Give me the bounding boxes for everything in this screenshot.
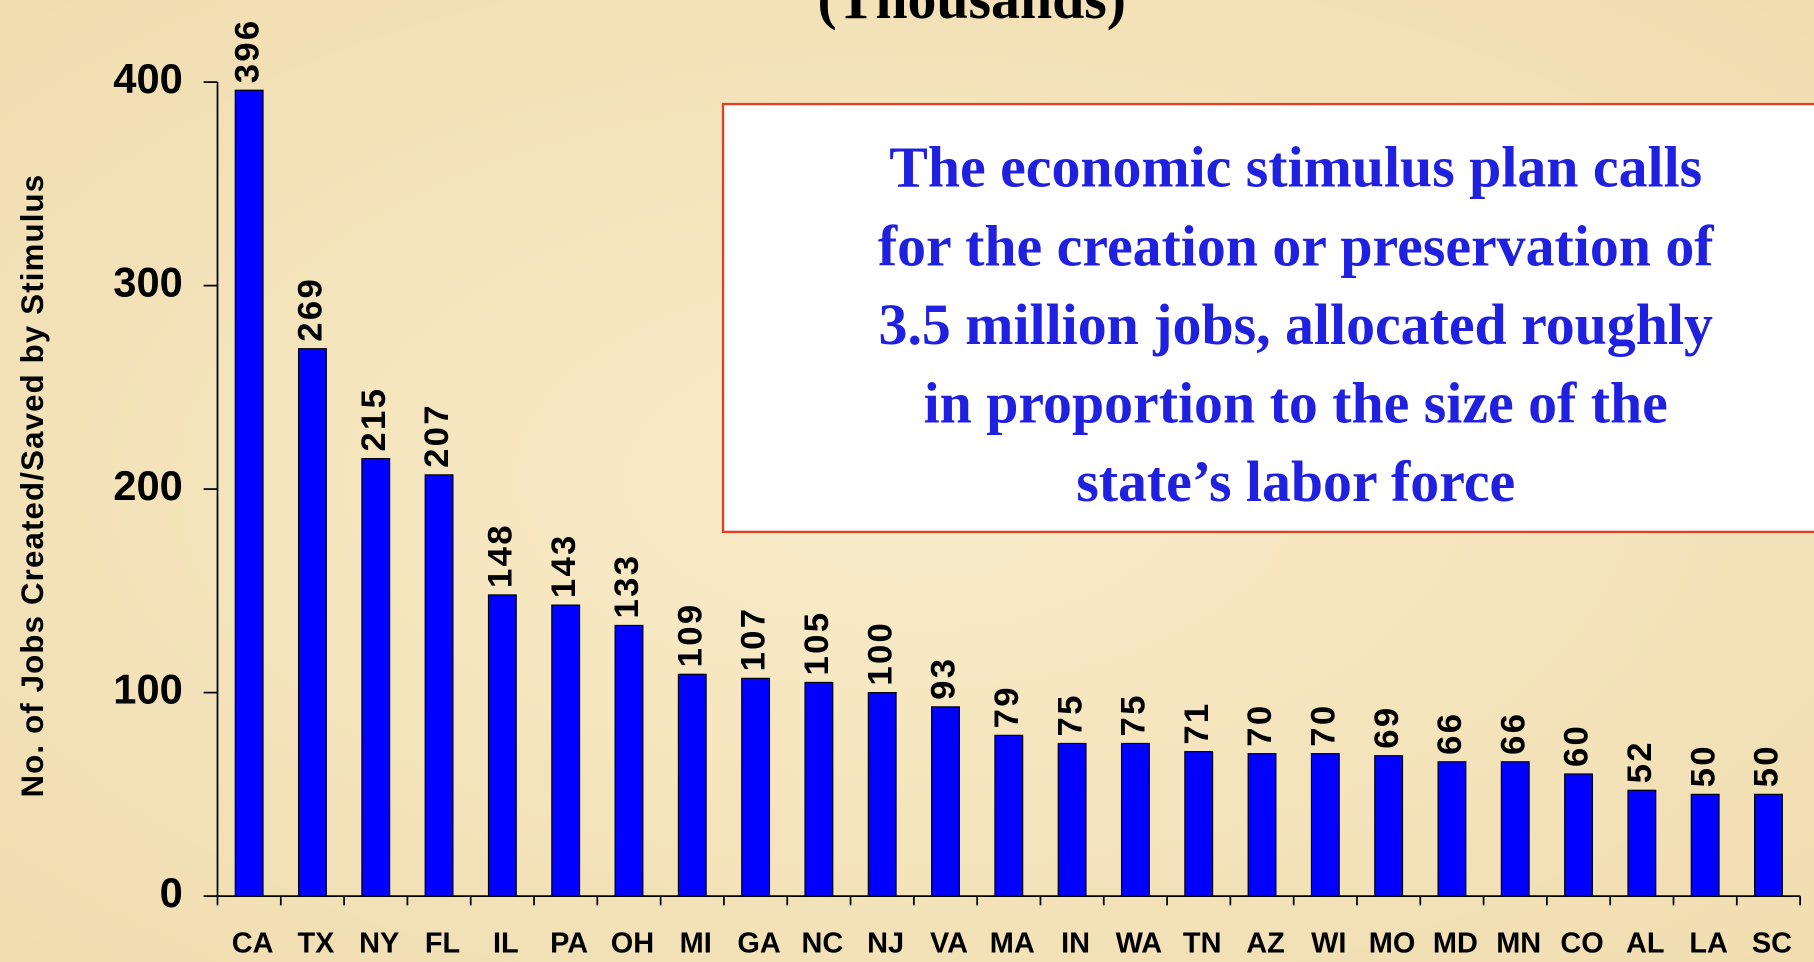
x-tick-label: TX — [297, 927, 335, 959]
bar — [424, 474, 454, 897]
value-label: 66 — [1431, 712, 1469, 755]
bar — [1500, 761, 1530, 897]
x-tick-label: SC — [1752, 927, 1792, 959]
bar — [994, 734, 1024, 897]
value-label: 100 — [861, 621, 899, 686]
bar — [1310, 753, 1340, 897]
bar — [1690, 793, 1720, 897]
annotation-line: in proportion to the size of the — [924, 371, 1668, 436]
bar — [1184, 751, 1214, 897]
bar — [487, 594, 517, 897]
bar — [741, 677, 771, 897]
y-tick-label: 300 — [113, 259, 182, 306]
x-tick-label: NC — [801, 927, 843, 959]
value-label: 75 — [1115, 693, 1153, 736]
x-tick-label: MD — [1433, 927, 1478, 959]
value-label: 148 — [482, 523, 520, 588]
x-tick-label: CA — [232, 927, 274, 959]
x-tick-label: CO — [1560, 927, 1603, 959]
value-label: 107 — [735, 607, 773, 672]
bar — [867, 692, 897, 897]
bar — [1754, 793, 1783, 897]
x-tick-label: LA — [1689, 927, 1728, 959]
x-tick-label: OH — [611, 927, 654, 959]
value-label: 269 — [292, 277, 330, 342]
value-label: 109 — [671, 603, 709, 668]
x-tick-label: AZ — [1246, 927, 1285, 959]
bar — [1437, 761, 1467, 897]
bar — [1564, 773, 1594, 897]
y-tick-label: 400 — [113, 55, 182, 102]
bar — [1057, 742, 1087, 897]
annotation-line: 3.5 million jobs, allocated roughly — [879, 292, 1713, 357]
value-label: 207 — [418, 403, 456, 468]
x-tick-label: FL — [425, 927, 460, 959]
bar — [551, 604, 581, 897]
x-tick-label: IL — [493, 927, 519, 959]
value-label: 79 — [988, 685, 1026, 728]
x-tick-label: MN — [1496, 927, 1541, 959]
value-label: 71 — [1178, 701, 1216, 744]
x-tick-label: IN — [1061, 927, 1090, 959]
value-label: 70 — [1304, 703, 1342, 746]
value-label: 93 — [925, 657, 963, 700]
x-tick-label: MA — [990, 927, 1035, 959]
y-tick-label: 100 — [113, 666, 182, 713]
x-tick-label: AL — [1626, 927, 1665, 959]
bar — [1247, 753, 1277, 897]
bar — [677, 673, 707, 897]
bar — [614, 624, 644, 897]
value-label: 75 — [1051, 693, 1089, 736]
bar — [804, 681, 834, 897]
x-tick-label: NY — [359, 927, 399, 959]
value-label: 133 — [608, 554, 646, 619]
annotation-line: The economic stimulus plan calls — [889, 135, 1702, 200]
y-tick-label: 200 — [113, 462, 182, 509]
bar — [931, 706, 960, 897]
value-label: 52 — [1621, 740, 1659, 783]
bar — [361, 457, 391, 897]
x-tick-label: VA — [930, 927, 968, 959]
value-label: 66 — [1494, 712, 1532, 755]
x-tick-label: GA — [737, 927, 780, 959]
annotation-line: state’s labor force — [1076, 449, 1515, 514]
value-label: 396 — [228, 18, 266, 83]
bar — [1120, 742, 1150, 897]
y-tick-label: 0 — [160, 869, 183, 916]
x-tick-label: MO — [1369, 927, 1416, 959]
chart-title: (Thousands) — [818, 0, 1127, 31]
value-label: 60 — [1558, 724, 1596, 767]
y-axis-label: No. of Jobs Created/Saved by Stimulus — [15, 174, 50, 798]
value-label: 143 — [545, 533, 583, 598]
bar — [234, 89, 264, 897]
value-label: 69 — [1368, 706, 1406, 749]
value-label: 50 — [1684, 744, 1722, 787]
bar — [1374, 755, 1404, 897]
value-label: 215 — [355, 387, 393, 452]
annotation-box — [721, 102, 1814, 534]
bar — [297, 348, 327, 897]
x-tick-label: MI — [680, 927, 712, 959]
annotation-line: for the creation or preservation of — [878, 213, 1714, 278]
x-tick-label: PA — [550, 927, 588, 959]
value-label: 70 — [1241, 703, 1279, 746]
x-tick-label: WI — [1311, 927, 1346, 959]
x-tick-label: TN — [1183, 927, 1222, 959]
value-label: 50 — [1748, 744, 1786, 787]
x-tick-label: NJ — [867, 927, 904, 959]
bar — [1627, 789, 1657, 897]
x-tick-label: WA — [1116, 927, 1163, 959]
value-label: 105 — [798, 611, 836, 676]
